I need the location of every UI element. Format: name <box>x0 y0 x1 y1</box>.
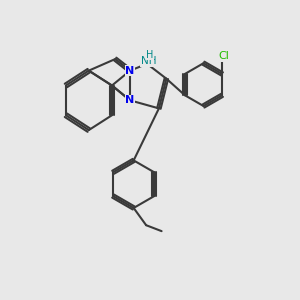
Text: N: N <box>125 66 135 76</box>
Text: NH: NH <box>141 56 156 66</box>
Text: H: H <box>146 50 154 60</box>
Text: Cl: Cl <box>218 51 229 61</box>
Text: N: N <box>125 95 135 105</box>
